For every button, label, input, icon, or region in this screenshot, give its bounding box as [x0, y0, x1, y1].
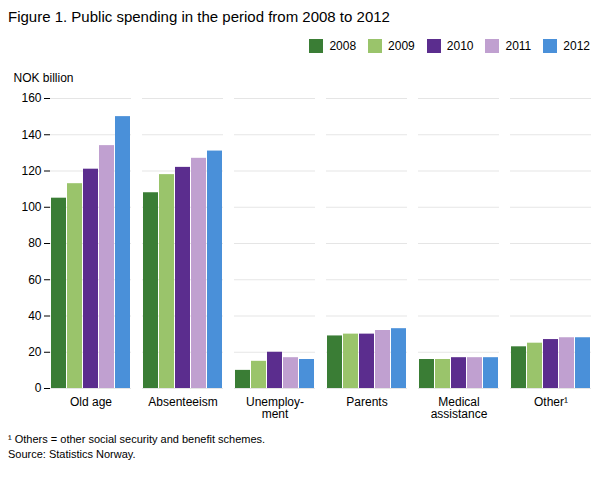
html-text:2012: 2012	[563, 38, 590, 53]
svg-text:Medicalassistance: Medicalassistance	[431, 395, 488, 421]
html-text:2009: 2009	[388, 38, 415, 53]
html-text:2010: 2010	[446, 38, 474, 53]
html-text:2008: 2008	[329, 38, 357, 53]
svg-text:140: 140	[21, 128, 41, 142]
html-text:¹ Others = other social securi: ¹ Others = other social security and ben…	[8, 433, 266, 445]
html-text:Source: Statistics Norway.: Source: Statistics Norway.	[8, 448, 136, 460]
svg-text:120: 120	[21, 164, 41, 178]
svg-text:160: 160	[21, 91, 41, 105]
svg-text:Unemploy-ment: Unemploy-ment	[246, 395, 304, 421]
svg-text:100: 100	[21, 200, 41, 214]
svg-text:60: 60	[28, 273, 42, 287]
svg-text:0: 0	[35, 381, 42, 395]
svg-text:40: 40	[28, 309, 42, 323]
html-text:Figure 1. Public spending in t: Figure 1. Public spending in the period …	[8, 8, 390, 25]
svg-text:Old age: Old age	[70, 395, 112, 409]
svg-text:Parents: Parents	[346, 395, 387, 409]
svg-text:20: 20	[28, 345, 42, 359]
svg-text:Other¹: Other¹	[534, 395, 568, 409]
svg-text:80: 80	[28, 236, 42, 250]
html-text:2011: 2011	[505, 38, 532, 53]
svg-text:Absenteeism: Absenteeism	[148, 395, 217, 409]
svg-text:NOK billion: NOK billion	[14, 71, 74, 85]
